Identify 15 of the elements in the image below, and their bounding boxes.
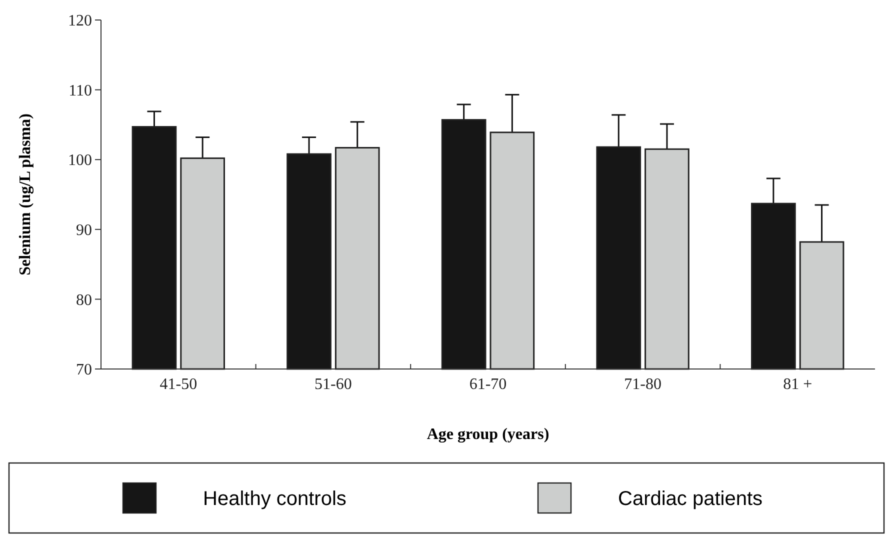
y-tick-label: 100 [68, 152, 92, 170]
y-tick-label: 120 [68, 12, 92, 30]
legend-label: Cardiac patients [618, 488, 763, 510]
x-tick-label: 41-50 [160, 376, 198, 393]
x-tick-label: 71-80 [624, 376, 662, 393]
legend-label: Healthy controls [203, 488, 346, 510]
y-tick-label: 110 [68, 82, 92, 100]
x-tick-label: 51-60 [314, 376, 352, 393]
y-tick-label: 70 [76, 362, 92, 379]
x-tick-label: 61-70 [469, 376, 507, 393]
y-tick-label: 80 [76, 292, 92, 309]
x-tick-label: 81 + [783, 376, 812, 393]
y-tick-label: 90 [76, 222, 92, 239]
y-axis-title: Selenium (ug/L plasma) [17, 114, 34, 276]
x-axis-title: Age group (years) [426, 426, 550, 443]
